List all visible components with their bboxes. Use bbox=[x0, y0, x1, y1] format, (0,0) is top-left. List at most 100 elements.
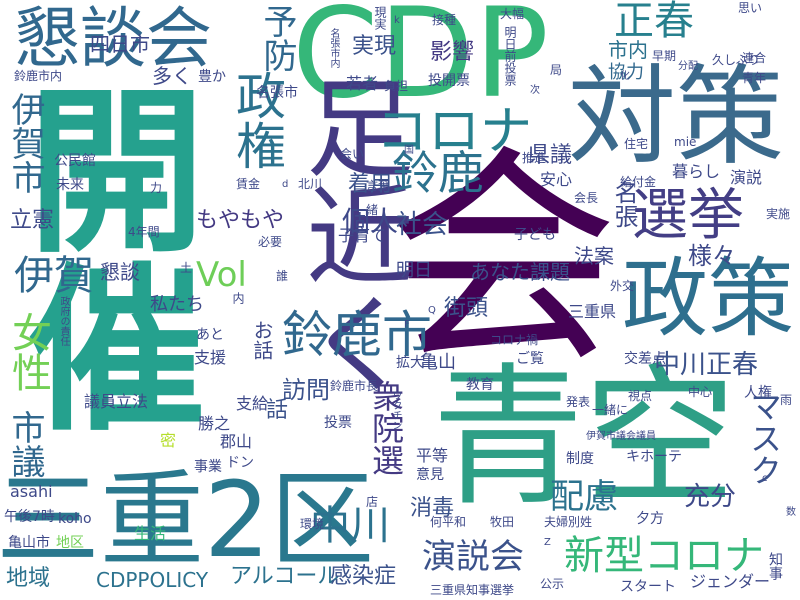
word-chiji: 知事 bbox=[767, 552, 783, 580]
word-kakudai: 拡大 bbox=[396, 355, 424, 371]
word-start: スタート bbox=[620, 579, 676, 595]
word-suishin: 推進 bbox=[522, 151, 547, 165]
word-omoi: 思い bbox=[738, 1, 763, 15]
word-shikyu: 支給 bbox=[236, 394, 269, 413]
word-happyou: 発表 bbox=[566, 395, 591, 409]
word-senkyo: 選挙 bbox=[632, 183, 744, 248]
word-bunpai: 分配 bbox=[678, 61, 698, 72]
word-seikatsu: 生活 bbox=[134, 524, 167, 543]
word-kodomo: 子ども bbox=[514, 227, 556, 243]
word-tohyo: 投票 bbox=[324, 415, 352, 431]
word-jigyou: 事業 bbox=[194, 459, 222, 475]
word-koutenten: 交差点 bbox=[624, 351, 666, 367]
word-kankyo: 環境 bbox=[300, 517, 325, 531]
word-seifu-sekinin: 政府の責任 bbox=[58, 296, 69, 346]
word-shien: 支援 bbox=[194, 348, 227, 367]
word-fuufu: 夫婦別姓 bbox=[544, 515, 593, 529]
word-hitsuyou: 必要 bbox=[258, 235, 283, 249]
word-mitsu: 土 bbox=[180, 261, 193, 275]
word-kyouryoku: 協力 bbox=[608, 62, 644, 83]
word-josei: 女性 bbox=[5, 312, 51, 392]
word-cdp: CDP bbox=[292, 0, 549, 126]
word-issho-ni: 一緒に bbox=[592, 403, 629, 417]
word-ten: 店 bbox=[366, 495, 379, 509]
word-issho: 一緒 bbox=[354, 203, 379, 217]
word-shuinsen: 衆院選 bbox=[367, 380, 405, 476]
word-gaikou: 外交 bbox=[610, 279, 635, 293]
word-juubun: 充分 bbox=[684, 482, 737, 512]
word-ka: 化 bbox=[620, 71, 630, 82]
word-kyuufukin: 給付金 bbox=[620, 175, 657, 189]
word-soukisoki: 早期 bbox=[652, 49, 677, 63]
word-z: Z bbox=[544, 537, 551, 548]
word-chiiki: 地域 bbox=[6, 566, 51, 591]
word-suzukashi: 鈴鹿市 bbox=[282, 306, 432, 364]
word-shinai: 市内 bbox=[608, 38, 648, 62]
word-c: c bbox=[762, 473, 768, 484]
word-nabari-shinai: 名張市内 bbox=[328, 28, 339, 68]
word-konwa: 懇談 bbox=[100, 260, 140, 284]
word-kuni: 国 bbox=[404, 145, 414, 156]
word-chikara: 力 bbox=[150, 181, 163, 195]
word-suzuka-shinai: 鈴鹿市内 bbox=[14, 69, 63, 83]
word-q: Q bbox=[428, 305, 436, 316]
word-nagoya: 名張市 bbox=[256, 85, 298, 101]
word-seiken: 政権 bbox=[228, 70, 286, 170]
word-enzetsukai: 演説会 bbox=[422, 537, 524, 577]
word-houmon: 訪問 bbox=[282, 376, 330, 404]
word-iken: 意見 bbox=[416, 467, 444, 483]
word-yonen: 4年間 bbox=[128, 225, 160, 239]
word-mirai: 未来 bbox=[56, 177, 84, 193]
word-alcohol: アルコール bbox=[230, 564, 340, 589]
word-koho: koho bbox=[58, 511, 92, 527]
word-chiiku: 地区 bbox=[56, 535, 84, 551]
word-shakai: 社会 bbox=[396, 210, 449, 240]
word-dare: 誰 bbox=[276, 269, 289, 283]
word-katsuyuki: 勝之 bbox=[198, 414, 231, 433]
word-gogo7ji: 午後7時 bbox=[4, 509, 55, 525]
word-enzetsu: 演説 bbox=[730, 168, 763, 187]
word-mieken: 三重県 bbox=[568, 302, 617, 321]
word-donkiho: キホーテ bbox=[626, 449, 682, 465]
word-jakusha: 若者 bbox=[346, 74, 379, 93]
word-chuushin: 中心 bbox=[688, 385, 713, 399]
word-d: d bbox=[282, 179, 289, 190]
word-tousaku: 対策 bbox=[568, 55, 785, 180]
word-anshin: 安心 bbox=[540, 170, 573, 189]
word-watashitachi: 私たち bbox=[150, 294, 204, 315]
word-oohaba: 大幅 bbox=[500, 7, 525, 21]
word-hanashi: 話 bbox=[266, 398, 289, 423]
word-omorimori: もやもや bbox=[196, 208, 285, 233]
word-kurashi: 暮らし bbox=[672, 162, 721, 181]
word-jissi: 実施 bbox=[766, 207, 791, 221]
word-uchi: 内 bbox=[231, 292, 245, 304]
word-shiten: 視点 bbox=[628, 389, 653, 403]
word-yuugata: 夕方 bbox=[636, 511, 664, 527]
word-iga-shigikai-giin: 伊賀市議会議員 bbox=[586, 431, 656, 442]
word-kansensho: 感染症 bbox=[330, 564, 397, 589]
word-jitsugen: 実現 bbox=[352, 34, 397, 59]
word-kengi: 県議 bbox=[528, 143, 573, 168]
word-jinken: 人権 bbox=[744, 385, 772, 401]
word-yobou: 予防 bbox=[257, 4, 297, 72]
word-cdppolicy: CDPPOLICY bbox=[96, 568, 209, 592]
word-juutaku: 住宅 bbox=[624, 137, 649, 151]
word-makita: 牧田 bbox=[490, 515, 515, 529]
word-mie2ku: 三重2区 bbox=[0, 459, 375, 581]
word-kaichou: 会長 bbox=[574, 191, 599, 205]
word-don: ドン bbox=[226, 455, 254, 471]
word-mask: マスク bbox=[745, 390, 783, 486]
word-konwakai: 懇談会 bbox=[14, 0, 212, 77]
word-ame: 雨 bbox=[780, 393, 793, 407]
word-eikyou: 影響 bbox=[430, 40, 475, 65]
word-aozora: 青空 bbox=[432, 349, 736, 526]
word-corona: コロナ bbox=[376, 102, 533, 162]
word-mansoku: 足近く bbox=[288, 72, 413, 396]
word-kouyama: 郡山 bbox=[220, 432, 253, 451]
word-shingata-corona: 新型コロナ bbox=[564, 533, 764, 579]
word-rikken: 立憲 bbox=[10, 208, 55, 233]
word-masaharu: 正春 bbox=[614, 0, 694, 44]
word-iga: 伊賀 bbox=[14, 253, 94, 299]
word-ohanashi: お話 bbox=[250, 320, 274, 360]
